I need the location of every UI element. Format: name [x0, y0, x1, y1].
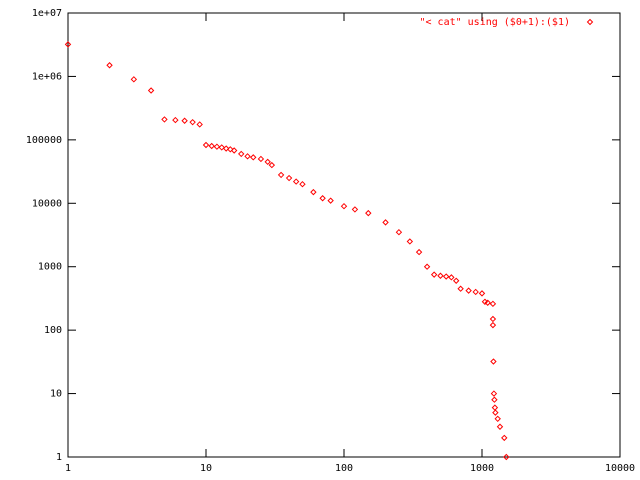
- y-tick-label: 10: [50, 389, 62, 400]
- legend-label: "< cat" using ($0+1):($1): [419, 17, 570, 28]
- point: [181, 117, 188, 124]
- x-tick-label: 1000: [470, 463, 494, 474]
- y-tick-label: 1000: [38, 262, 62, 273]
- point: [430, 271, 438, 278]
- point: [395, 228, 403, 236]
- y-tick-label: 100: [44, 325, 62, 336]
- point: [202, 141, 210, 149]
- x-tick-label: 10000: [605, 463, 635, 474]
- x-tick-label: 1: [65, 463, 71, 474]
- point: [64, 41, 72, 48]
- point: [268, 161, 276, 169]
- point: [478, 290, 486, 297]
- y-tick-label: 1e+06: [32, 71, 62, 82]
- point: [172, 116, 179, 124]
- point: [250, 154, 257, 161]
- point: [218, 144, 225, 151]
- point: [496, 423, 504, 430]
- point: [189, 118, 196, 126]
- point: [490, 358, 497, 365]
- point: [222, 145, 230, 152]
- point: [489, 321, 497, 329]
- point: [299, 180, 306, 188]
- point: [490, 390, 498, 397]
- y-tick-label: 10000: [32, 198, 62, 209]
- point: [365, 209, 372, 217]
- point: [465, 287, 472, 294]
- point: [492, 409, 499, 416]
- point: [319, 195, 326, 202]
- point: [196, 121, 203, 128]
- point: [147, 87, 155, 94]
- point: [457, 285, 464, 292]
- point: [489, 315, 497, 323]
- y-tick-label: 1: [56, 452, 62, 463]
- point: [472, 288, 479, 296]
- point: [277, 171, 285, 179]
- y-tick-label: 100000: [26, 135, 62, 146]
- point: [264, 158, 271, 166]
- point: [351, 206, 359, 213]
- point: [106, 62, 113, 69]
- point: [423, 263, 431, 270]
- point: [238, 150, 245, 158]
- point: [244, 153, 251, 160]
- point: [406, 238, 414, 245]
- point: [227, 146, 234, 153]
- legend-marker: [586, 18, 594, 26]
- point: [489, 300, 497, 308]
- point: [452, 277, 460, 284]
- point: [257, 155, 265, 163]
- point: [161, 116, 168, 123]
- point: [292, 178, 300, 185]
- point: [327, 197, 334, 204]
- point: [484, 299, 491, 306]
- point: [503, 453, 510, 461]
- point: [130, 76, 138, 83]
- point: [415, 248, 423, 256]
- point: [208, 142, 215, 150]
- point: [491, 396, 498, 403]
- point: [491, 404, 499, 411]
- point: [494, 415, 501, 423]
- x-tick-label: 10: [200, 463, 212, 474]
- point: [437, 272, 444, 279]
- point: [340, 202, 348, 210]
- point: [230, 147, 238, 154]
- point: [213, 143, 221, 150]
- point: [448, 274, 455, 281]
- point: [310, 188, 317, 196]
- point: [501, 434, 508, 442]
- point: [285, 174, 293, 182]
- point: [382, 219, 389, 226]
- y-tick-label: 1e+07: [32, 8, 62, 19]
- point: [442, 273, 450, 280]
- plot-frame: [67, 12, 621, 458]
- x-tick-label: 100: [335, 463, 353, 474]
